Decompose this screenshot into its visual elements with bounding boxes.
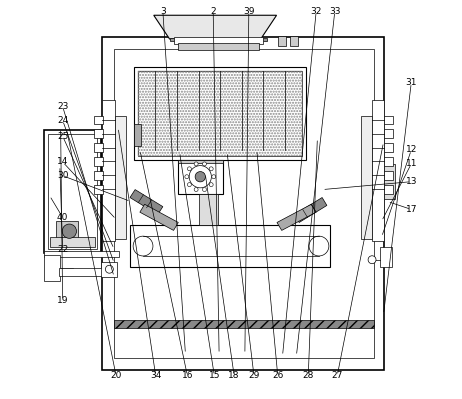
Bar [44, 255, 60, 281]
Text: 40: 40 [57, 213, 68, 222]
Circle shape [209, 167, 213, 171]
Bar [383, 143, 394, 152]
Circle shape [368, 256, 376, 264]
Text: 32: 32 [310, 7, 322, 16]
Bar [44, 130, 102, 253]
Text: 15: 15 [209, 371, 220, 380]
Bar [383, 171, 394, 180]
Circle shape [188, 183, 191, 187]
Bar [48, 134, 97, 249]
Bar [93, 171, 103, 180]
Text: 17: 17 [406, 205, 417, 214]
Circle shape [185, 175, 189, 179]
Text: 34: 34 [150, 371, 161, 380]
Bar [93, 185, 103, 194]
Text: 39: 39 [243, 7, 255, 16]
Circle shape [194, 188, 198, 192]
Polygon shape [277, 204, 316, 230]
Circle shape [195, 172, 206, 182]
Bar [383, 157, 394, 166]
Bar [130, 225, 330, 267]
Text: 18: 18 [228, 371, 240, 380]
Text: 11: 11 [406, 159, 417, 168]
Bar [93, 157, 103, 166]
Bar [199, 194, 219, 225]
Bar [383, 115, 394, 124]
Circle shape [202, 188, 207, 192]
Bar [134, 124, 141, 146]
Bar [383, 129, 394, 138]
Text: 31: 31 [406, 78, 417, 87]
Bar [102, 101, 115, 241]
Bar [44, 251, 119, 257]
Bar [102, 262, 117, 277]
Text: 3: 3 [160, 7, 166, 16]
Bar [170, 38, 267, 41]
Text: 24: 24 [57, 116, 68, 125]
Bar [371, 101, 384, 241]
Bar [93, 129, 103, 138]
Circle shape [62, 224, 77, 238]
Bar [290, 36, 298, 46]
Bar [383, 185, 394, 194]
Text: 25: 25 [57, 132, 68, 140]
Text: 22: 22 [57, 245, 68, 253]
Bar [360, 116, 371, 239]
Text: 16: 16 [182, 371, 193, 380]
Bar [93, 143, 103, 152]
Text: 26: 26 [272, 371, 284, 380]
Text: 23: 23 [57, 102, 68, 111]
Bar [134, 67, 306, 160]
Text: 14: 14 [57, 157, 68, 166]
Text: 30: 30 [57, 171, 68, 180]
Circle shape [189, 166, 212, 188]
Bar [177, 160, 223, 194]
Text: 19: 19 [57, 296, 68, 305]
Text: 20: 20 [110, 371, 122, 380]
Bar [59, 269, 116, 276]
Circle shape [202, 162, 207, 166]
Circle shape [188, 167, 191, 171]
Circle shape [309, 236, 329, 256]
Bar [115, 116, 126, 239]
Text: 29: 29 [248, 371, 260, 380]
Bar [177, 160, 223, 163]
Circle shape [212, 175, 216, 179]
Bar [177, 43, 259, 50]
Text: 12: 12 [406, 146, 417, 154]
Text: 28: 28 [303, 371, 314, 380]
Circle shape [105, 265, 113, 273]
Text: 27: 27 [332, 371, 343, 380]
Bar [56, 221, 78, 241]
Bar [102, 37, 383, 370]
Bar [383, 164, 395, 200]
Text: 33: 33 [329, 7, 340, 16]
Circle shape [194, 162, 198, 166]
Bar [278, 36, 286, 46]
Polygon shape [154, 15, 277, 39]
Bar [93, 115, 103, 124]
Circle shape [209, 183, 213, 187]
Bar [138, 71, 302, 156]
Polygon shape [294, 198, 327, 223]
Bar [174, 37, 263, 44]
Bar [138, 71, 302, 156]
Bar [114, 49, 374, 358]
Bar [50, 237, 96, 247]
Circle shape [133, 236, 153, 256]
Text: 13: 13 [406, 177, 417, 186]
Bar [380, 247, 392, 267]
Polygon shape [140, 204, 178, 230]
Bar [114, 320, 374, 328]
Polygon shape [130, 190, 163, 215]
Text: 2: 2 [210, 7, 216, 16]
